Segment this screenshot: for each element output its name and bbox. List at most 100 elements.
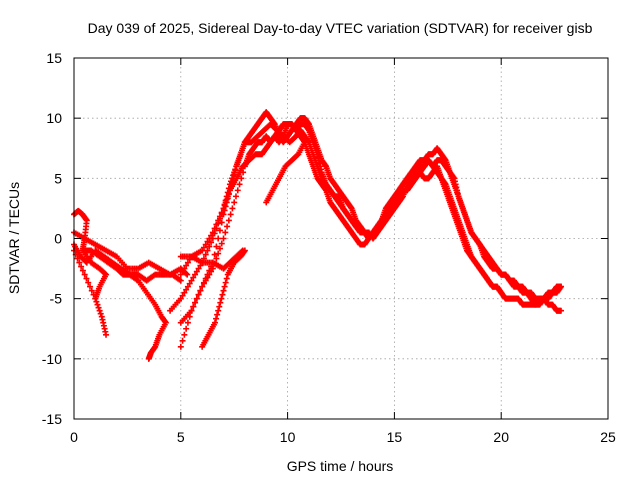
data-point: [218, 295, 225, 302]
data-point: [231, 199, 238, 206]
data-point: [213, 243, 220, 250]
data-point: [216, 227, 223, 234]
data-point: [301, 139, 308, 146]
data-point: [192, 299, 199, 306]
series-track-12: [263, 139, 308, 206]
data-point: [81, 271, 88, 278]
data-point: [87, 283, 94, 290]
data-point: [239, 247, 246, 254]
data-point: [93, 298, 100, 305]
data-point: [202, 275, 209, 282]
axis-ticks: 0 5 10 15 20 25 -15 -10 -5 0 5 10 15: [42, 50, 616, 445]
chart-title: Day 039 of 2025, Sidereal Day-to-day VTE…: [88, 20, 593, 36]
data-point: [225, 185, 232, 192]
data-point: [220, 205, 227, 212]
x-tick-label: 25: [600, 429, 616, 445]
data-point: [83, 275, 90, 282]
data-point: [79, 267, 86, 274]
data-point: [206, 243, 213, 250]
data-point: [226, 181, 233, 188]
data-point: [217, 299, 224, 306]
data-point: [177, 271, 184, 278]
data-point: [103, 331, 110, 338]
data-point: [192, 271, 199, 278]
data-point: [558, 307, 565, 314]
data-point: [211, 251, 218, 258]
data-point: [213, 315, 220, 322]
y-tick-label: -15: [42, 411, 62, 427]
data-point: [214, 311, 221, 318]
series-track-3: [71, 229, 191, 278]
data-point: [200, 279, 207, 286]
data-point: [188, 277, 195, 284]
data-point: [223, 275, 230, 282]
data-point: [294, 152, 301, 159]
data-point: [224, 189, 231, 196]
data-point: [216, 213, 223, 220]
data-point: [179, 292, 186, 299]
data-point: [238, 248, 245, 255]
data-point: [224, 223, 231, 230]
data-point: [220, 287, 227, 294]
data-point: [223, 193, 230, 200]
data-point: [213, 221, 220, 228]
data-point: [220, 235, 227, 242]
data-point: [227, 211, 234, 218]
data-point: [197, 287, 204, 294]
x-axis-label: GPS time / hours: [287, 458, 394, 474]
y-axis-label: SDTVAR / TECUs: [6, 182, 22, 294]
data-point: [558, 283, 565, 290]
series-track-7: [177, 109, 565, 326]
data-point: [218, 240, 225, 247]
data-point: [208, 232, 215, 239]
data-point: [229, 175, 236, 182]
data-point: [225, 217, 232, 224]
data-point: [78, 263, 85, 270]
data-point: [219, 291, 226, 298]
data-point: [184, 259, 191, 266]
data-point: [216, 303, 223, 310]
data-point: [202, 241, 209, 248]
data-point: [92, 295, 99, 302]
x-tick-label: 20: [493, 429, 509, 445]
data-point: [209, 229, 216, 236]
data-point: [195, 265, 202, 272]
data-point: [211, 319, 218, 326]
x-tick-label: 5: [177, 429, 185, 445]
x-tick-label: 10: [280, 429, 296, 445]
x-tick-label: 0: [70, 429, 78, 445]
series-track-8: [167, 121, 565, 314]
data-point: [177, 295, 184, 302]
data-point: [94, 301, 101, 308]
series-track-10: [199, 247, 248, 350]
data-point: [236, 181, 243, 188]
data-point: [190, 303, 197, 310]
y-tick-label: -5: [50, 291, 63, 307]
data-point: [183, 270, 190, 277]
data-point: [181, 331, 188, 338]
data-point: [229, 205, 236, 212]
y-tick-label: -10: [42, 351, 62, 367]
data-point: [218, 219, 225, 226]
data-point: [183, 262, 190, 269]
data-point: [183, 325, 190, 332]
data-point: [222, 197, 229, 204]
data-point: [200, 244, 207, 251]
data-point: [221, 201, 228, 208]
data-point: [211, 225, 218, 232]
data-point: [215, 217, 222, 224]
data-point: [193, 268, 200, 275]
data-point: [186, 280, 193, 287]
data-point: [204, 247, 211, 254]
data-point: [181, 289, 188, 296]
data-point: [184, 319, 191, 326]
series-track-11: [177, 247, 246, 272]
data-point: [230, 172, 237, 179]
data-point: [232, 193, 239, 200]
data-point: [199, 283, 206, 290]
y-tick-label: 5: [54, 170, 62, 186]
x-tick-label: 15: [387, 429, 403, 445]
data-point: [177, 277, 184, 284]
data-point: [498, 289, 505, 296]
